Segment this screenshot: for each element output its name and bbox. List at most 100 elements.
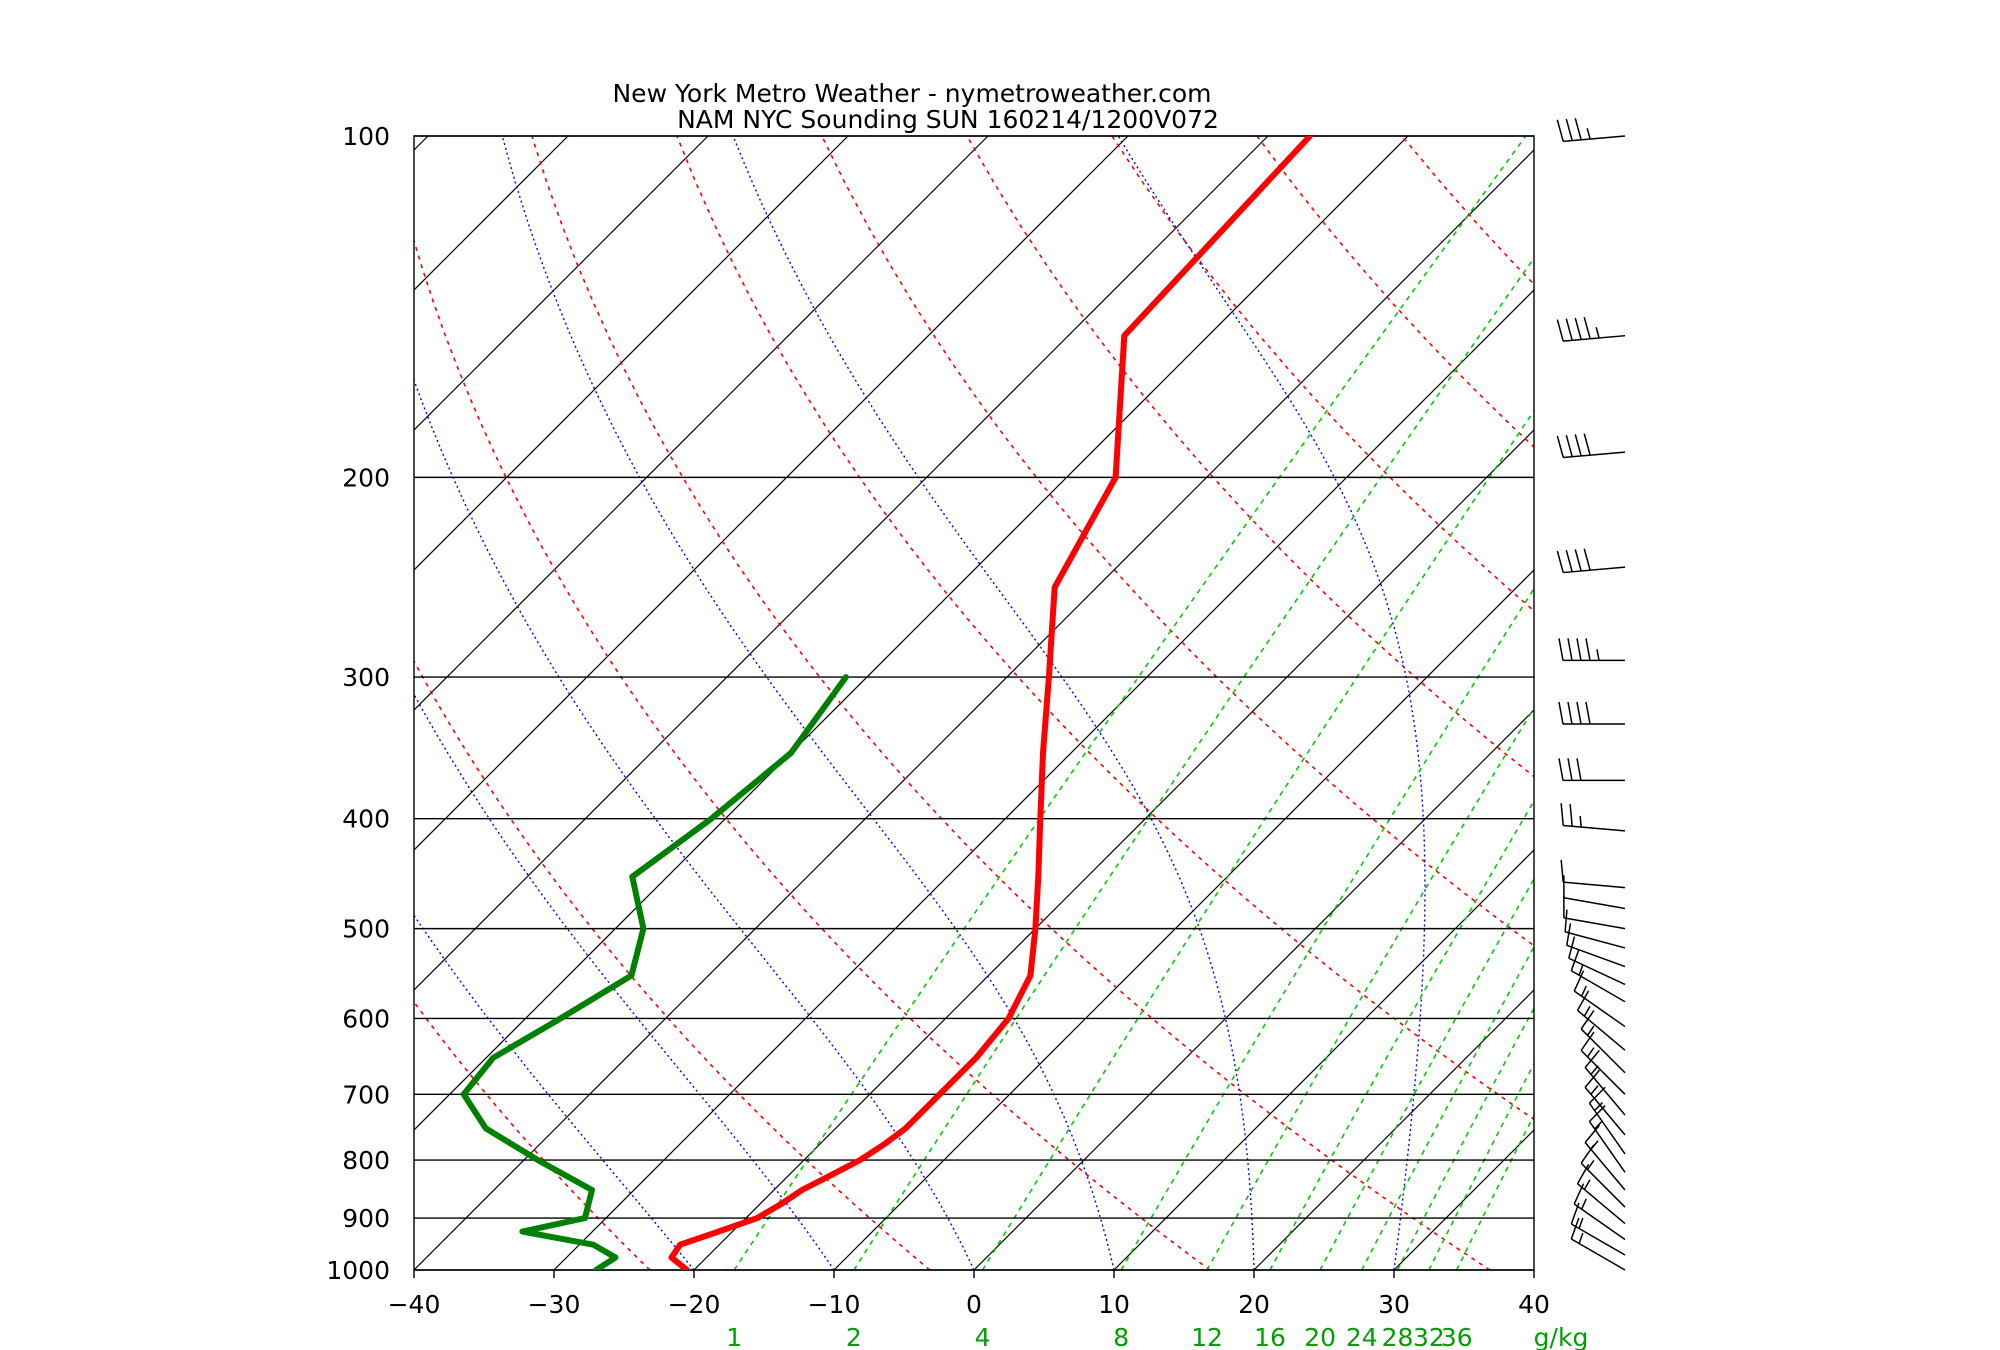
temperature-tick-label: 30 [1378, 1290, 1410, 1319]
profile-layer [460, 136, 1313, 1270]
temperature-tick-label: −40 [388, 1290, 441, 1319]
wind-barb-full [1585, 638, 1591, 661]
isotherm-line [414, 136, 709, 431]
mixing-ratio-line [1206, 706, 1534, 1270]
isotherm-line [973, 709, 1534, 1270]
wind-barb-full [1556, 319, 1564, 342]
wind-barb-full [1567, 758, 1573, 781]
wind-barb-full [1580, 1144, 1595, 1164]
wind-barb-half [1583, 1179, 1591, 1190]
wind-barb-staff [1573, 1203, 1626, 1241]
wind-barb-full [1585, 701, 1591, 725]
wind-barb [1588, 1086, 1626, 1155]
dry-adiabat-line [1401, 136, 1534, 286]
plot-frame [413, 135, 1535, 1271]
mixing-ratio-line [1361, 945, 1534, 1270]
pressure-tick-label: 800 [342, 1146, 390, 1175]
wind-barb-staff [1584, 1067, 1626, 1116]
dry-adiabat-line [676, 136, 1534, 1121]
isotherm-line [1533, 1269, 1534, 1270]
wind-barb [1558, 758, 1625, 782]
pressure-tick-label: 600 [342, 1004, 390, 1033]
wind-barb-staff [1563, 881, 1626, 889]
wind-barb-full [1560, 803, 1564, 826]
wind-barb [1565, 923, 1626, 968]
temperature-tick-label: 10 [1098, 1290, 1130, 1319]
isobar-layer [413, 135, 1535, 1271]
mixing-ratio-line [1396, 1006, 1534, 1270]
wind-barb-full [1580, 1031, 1595, 1051]
wind-barb [1556, 548, 1626, 574]
wind-barb-full [1568, 936, 1576, 959]
wind-barb-full [1570, 949, 1580, 971]
mixing-ratio-line [1120, 587, 1534, 1270]
isotherm-line [414, 136, 989, 711]
wind-barb-full [1565, 318, 1573, 341]
dry-adiabat-line [531, 136, 1491, 1270]
mixing-ratio-label: 36 [1441, 1323, 1473, 1350]
wind-barb-staff [1568, 957, 1626, 986]
wind-barb-staff [1584, 1086, 1626, 1136]
wind-barb-staff [1584, 1141, 1626, 1191]
wind-barb [1564, 909, 1626, 949]
mixing-ratio-line [1319, 877, 1534, 1270]
wind-barb-full [1558, 638, 1564, 661]
pressure-tick-label: 400 [342, 805, 390, 834]
temperature-tick-label: 0 [966, 1290, 982, 1319]
mixing-ratio-line [1428, 1062, 1534, 1270]
wind-barb-staff [1580, 1162, 1626, 1208]
wind-barb-full [1565, 550, 1573, 572]
wind-barb [1580, 1010, 1626, 1074]
pressure-tick-label: 200 [342, 463, 390, 492]
moist-adiabat-line [1117, 136, 1426, 1270]
mixing-ratio-line [733, 136, 1527, 1270]
wind-barb-staff [1580, 1049, 1626, 1095]
wind-barb-staff [1563, 566, 1626, 574]
wind-barb-full [1570, 1217, 1580, 1240]
mixing-ratio-label: 1 [726, 1323, 742, 1350]
wind-barb [1556, 433, 1626, 459]
mixing-ratio-label: 4 [975, 1323, 991, 1350]
mixing-ratio-label: 8 [1113, 1323, 1129, 1350]
isotherm-line [414, 136, 569, 291]
wind-barb-staff [1563, 451, 1626, 459]
wind-barb-full [1558, 758, 1564, 781]
wind-barb-full [1567, 701, 1573, 725]
dry-adiabat-line [1111, 136, 1534, 612]
wind-barb [1580, 1031, 1626, 1095]
wind-barb-full [1569, 803, 1573, 827]
wind-barb-full [1564, 909, 1568, 932]
wind-barb [1560, 859, 1626, 889]
wind-barb [1570, 949, 1626, 1003]
moist-adiabat-line [414, 378, 975, 1270]
wind-barb-staff [1566, 944, 1626, 968]
wind-barb-column [1556, 118, 1626, 1271]
wind-barb [1570, 1202, 1626, 1256]
wind-barb-full [1588, 1105, 1606, 1123]
mixing-ratio-line [981, 409, 1534, 1270]
wind-barb-staff [1563, 897, 1626, 910]
pressure-tick-label: 900 [342, 1204, 390, 1233]
wind-barb [1584, 1124, 1626, 1191]
wind-barb-half [1590, 1065, 1599, 1075]
wind-barb-full [1565, 118, 1573, 141]
isotherm-line [414, 136, 1129, 851]
wind-barb-full [1570, 1202, 1580, 1225]
dry-adiabat-line [1256, 136, 1534, 449]
pressure-tick-label: 1000 [326, 1256, 390, 1285]
isotherm-line [1113, 849, 1534, 1270]
dry-adiabat-line [966, 136, 1534, 778]
grid-layer [414, 136, 1534, 1270]
mixing-ratio-label: 28 [1382, 1323, 1414, 1350]
moist-adiabat-line [732, 136, 1255, 1270]
wind-barb-full [1584, 1049, 1601, 1068]
wind-barb-full [1584, 1069, 1601, 1088]
mixing-ratio-unit-label: g/kg [1534, 1323, 1589, 1350]
wind-barb-half [1586, 1047, 1595, 1058]
wind-barb [1573, 1183, 1626, 1241]
wind-barb [1563, 875, 1626, 910]
mixing-ratio-label: 2 [846, 1323, 862, 1350]
isotherm-line [414, 149, 1534, 1270]
wind-barb-full [1556, 435, 1564, 458]
